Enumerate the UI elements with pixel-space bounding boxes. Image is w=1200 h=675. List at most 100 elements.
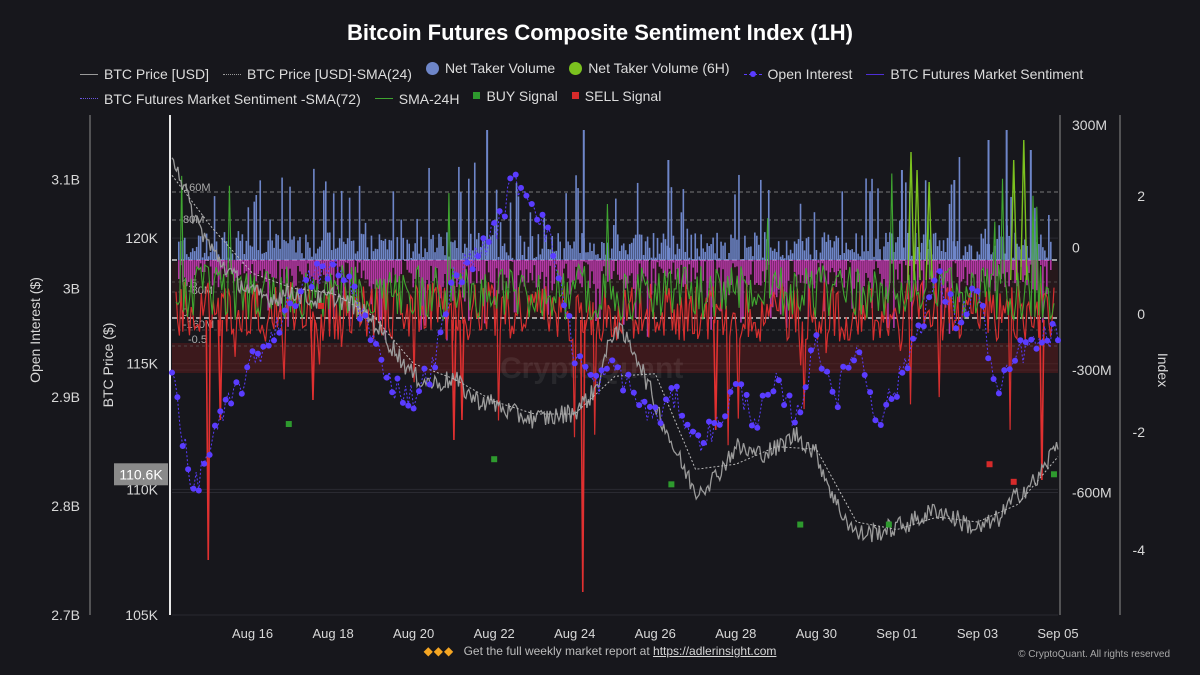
ntv-bar-pos: [799, 203, 802, 260]
ntv-bar-pos: [742, 259, 744, 260]
ntv-bar-pos: [573, 241, 575, 260]
open-interest-point: [824, 368, 831, 375]
ntv-bar-neg: [571, 260, 573, 283]
ntv-bar-neg: [1044, 260, 1046, 267]
ntv-bar-pos: [366, 247, 369, 260]
ntv-bar-pos: [259, 180, 262, 260]
x-tick-label: Aug 30: [796, 626, 837, 641]
ntv-bar-pos: [533, 258, 536, 260]
ntv-bar-pos: [744, 235, 746, 260]
ntv-bar-neg: [269, 260, 271, 274]
legend-item-buy[interactable]: BUY Signal: [473, 86, 558, 106]
ntv-bar-neg: [873, 260, 875, 270]
ntv-bar-pos: [771, 250, 774, 260]
ntv-bar-pos: [916, 246, 919, 260]
x-tick-label: Aug 18: [312, 626, 353, 641]
open-interest-point: [1033, 345, 1040, 352]
legend-item-sent[interactable]: BTC Futures Market Sentiment: [866, 64, 1083, 84]
ntv-bar-pos: [454, 240, 456, 260]
legend-item-sma24[interactable]: SMA-24H: [374, 89, 459, 109]
open-interest-line: [171, 173, 1059, 491]
ntv-bar-pos: [825, 241, 828, 260]
ntv-bar-pos: [277, 235, 279, 260]
report-link[interactable]: https://adlerinsight.com: [653, 644, 777, 658]
ntv-bar-pos: [191, 248, 194, 260]
open-interest-point: [577, 353, 584, 360]
legend-item-sell[interactable]: SELL Signal: [571, 86, 661, 106]
open-interest-point: [555, 275, 562, 282]
ntv-bar-pos: [948, 203, 951, 260]
ntv-bar-pos: [549, 249, 552, 260]
ntv-bar-pos: [185, 254, 188, 260]
open-interest-point: [453, 272, 460, 279]
ntv-bar-pos: [344, 244, 347, 260]
ntv-bar-neg: [863, 260, 865, 287]
ntv-bar-pos: [811, 259, 814, 260]
ntv-bar-pos: [466, 247, 468, 260]
ntv-bar-neg: [462, 260, 464, 298]
ntv-bar-neg: [241, 260, 244, 264]
open-interest-point: [593, 372, 600, 379]
ntv-bar-pos: [587, 252, 589, 260]
ntv-bar-neg: [422, 260, 424, 315]
open-interest-point: [797, 409, 804, 416]
ntv-bar-neg: [718, 260, 720, 268]
legend-item-ntv6[interactable]: Net Taker Volume (6H): [569, 58, 730, 78]
ntv-bar-neg: [728, 260, 730, 296]
open-interest-point: [416, 388, 422, 395]
open-interest-point: [362, 312, 369, 319]
ntv-bar-pos: [386, 249, 389, 260]
open-interest-point: [1022, 339, 1029, 346]
ntv-bar-pos: [370, 235, 373, 260]
ntv-bar-pos: [712, 237, 714, 260]
ntv-bar-neg: [1038, 260, 1040, 261]
ntv-bar-neg: [523, 260, 526, 287]
legend-item-price_sma[interactable]: BTC Price [USD]-SMA(24): [223, 64, 412, 84]
oi-tick-label: 2.8B: [51, 498, 80, 514]
legend-item-oi[interactable]: Open Interest: [743, 64, 852, 84]
ntv-bar-pos: [271, 240, 273, 260]
ntv-bar-neg: [845, 260, 848, 270]
ntv-bar-pos: [650, 257, 653, 260]
ntv-bar-pos: [178, 241, 180, 260]
sma24-line: [175, 173, 1055, 322]
ntv-bar-pos: [193, 251, 196, 260]
ntv-bar-pos: [356, 251, 359, 260]
open-interest-point: [448, 279, 455, 286]
ntv-bar-pos: [672, 235, 675, 260]
ntv-bar-neg: [1014, 260, 1016, 284]
open-interest-point: [641, 398, 648, 405]
ntv-bar-neg: [404, 260, 407, 261]
ntv-bar-neg: [833, 260, 836, 273]
ntv-bar-neg: [829, 260, 832, 273]
ntv-bar-pos: [247, 207, 250, 260]
ntv-bar-pos: [183, 237, 186, 260]
open-interest-point: [1055, 337, 1061, 344]
ntv-bar-neg: [897, 260, 899, 280]
ntv-bar-pos: [728, 252, 730, 260]
ntv-bar-neg: [740, 260, 742, 323]
oi-tick-label: 2.9B: [51, 389, 80, 405]
ntv-bar-pos: [652, 233, 655, 260]
ntv-bar-neg: [861, 260, 863, 314]
ntv-bar-neg: [549, 260, 552, 266]
ntv-bar-neg: [853, 260, 855, 289]
ntv-bar-pos: [903, 247, 905, 260]
legend-item-price[interactable]: BTC Price [USD]: [80, 64, 209, 84]
ntv-bar-pos: [720, 241, 722, 260]
ntv-bar-pos: [1046, 257, 1048, 260]
ntv-bar-pos: [265, 251, 267, 260]
oi-tick-label: 2.7B: [51, 607, 80, 623]
ntv-bar-neg: [307, 260, 309, 264]
ntv-bar-pos: [400, 219, 403, 260]
ntv-bar-neg: [678, 260, 681, 284]
legend-symbol-ntv6: [569, 61, 583, 75]
ntv-bar-neg: [265, 260, 267, 282]
open-interest-point: [319, 263, 326, 270]
legend-item-ntv[interactable]: Net Taker Volume: [425, 58, 555, 78]
ntv-bar-neg: [760, 260, 762, 286]
open-interest-point: [684, 421, 691, 428]
ntv-bar-neg: [313, 260, 315, 284]
legend-item-sent_sma[interactable]: BTC Futures Market Sentiment -SMA(72): [80, 89, 361, 109]
open-interest-point: [845, 364, 852, 371]
